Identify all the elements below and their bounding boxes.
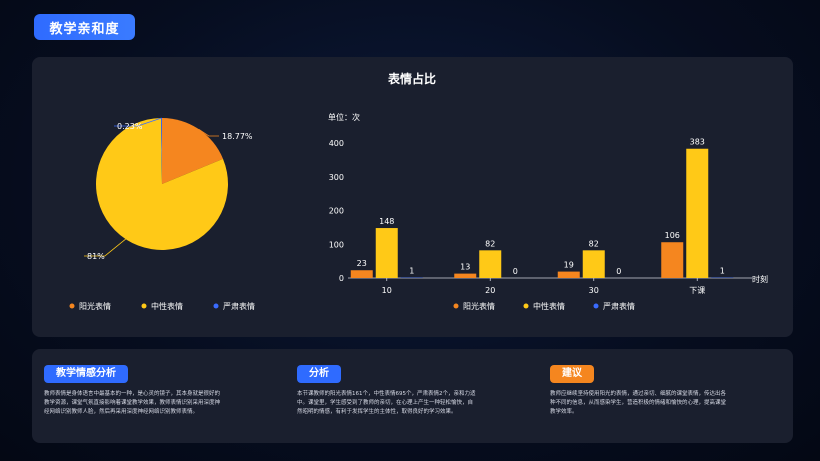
legend-marker xyxy=(453,303,459,309)
y-tick-label: 200 xyxy=(329,207,344,216)
bar xyxy=(582,250,605,278)
bar-value-label: 0 xyxy=(616,267,621,276)
legend-label: 阳光表情 xyxy=(463,301,495,311)
bar-value-label: 19 xyxy=(564,261,574,270)
analysis-panel: 分析 本节课教师的阳光表情161个，中性表情695个，严肃表情2个，亲和力适 中… xyxy=(297,361,529,417)
panel-text-line: 然昭明的情感，有利于发挥学生的主体性，取得良好的学习效果。 xyxy=(297,409,457,415)
y-unit-label: 单位：次 xyxy=(328,112,360,122)
panel-text-line: 种不同的信息，从而感染学生，营造积极的情绪和愉快的心理，提高课堂 xyxy=(550,400,727,406)
pie-label-line xyxy=(84,238,126,257)
page-title-tab: 教学亲和度 xyxy=(34,14,135,40)
panel-text-line: 教师应继续坚持使用阳光的表情，通过亲切、细腻的课堂表情，传达出各 xyxy=(550,391,727,397)
x-axis-label: 时刻 xyxy=(752,274,768,284)
bar xyxy=(557,271,580,278)
legend-label: 阳光表情 xyxy=(79,301,111,311)
bar-value-label: 82 xyxy=(589,239,599,248)
panel-title-analysis: 分析 xyxy=(297,365,341,383)
y-tick-label: 0 xyxy=(339,274,344,283)
bar xyxy=(350,270,373,278)
panel-text-line: 本节课教师的阳光表情161个，中性表情695个，严肃表情2个，亲和力适 xyxy=(297,391,476,397)
panel-text: 本节课教师的阳光表情161个，中性表情695个，严肃表情2个，亲和力适 中。课堂… xyxy=(297,390,529,417)
bar-value-label: 148 xyxy=(379,217,394,226)
legend-label: 严肃表情 xyxy=(223,301,255,311)
legend-marker xyxy=(69,303,75,309)
legend-label: 严肃表情 xyxy=(603,301,635,311)
bar xyxy=(661,242,684,278)
bar-value-label: 82 xyxy=(485,239,495,248)
pie-slice xyxy=(96,118,228,250)
legend-marker xyxy=(141,303,147,309)
panel-title-emotion-analysis: 教学情感分析 xyxy=(44,365,128,383)
legend-label: 中性表情 xyxy=(533,301,565,311)
legend-marker xyxy=(213,303,219,309)
bar xyxy=(686,148,709,278)
bar-value-label: 1 xyxy=(720,267,725,276)
pie-label-line xyxy=(198,128,219,137)
panel-text-line: 中。课堂里，学生感受到了教师的亲切，在心理上产生一种轻松愉快，自 xyxy=(297,400,474,406)
bar-value-label: 0 xyxy=(513,267,518,276)
pie-slice xyxy=(161,118,162,184)
bar-value-label: 23 xyxy=(357,259,367,268)
chart-card: 表情占比 18.77% 81% 0.23% 阳光表情 中性表情 严肃表情 单位：次 0 100 20… xyxy=(32,57,793,337)
x-tick-label: 10 xyxy=(382,286,392,295)
bar-value-label: 1 xyxy=(409,267,414,276)
x-tick-label: 20 xyxy=(485,286,495,295)
pie-slice-label: 81% xyxy=(87,252,105,261)
chart-title: 表情占比 xyxy=(387,71,436,86)
analysis-section: 教学情感分析 教师表情是身体语言中最基本的一种，是心灵的镜子，其本身就是很好的 … xyxy=(32,349,793,443)
legend-marker xyxy=(593,303,599,309)
panel-text-line: 教师表情是身体语言中最基本的一种，是心灵的镜子，其本身就是很好的 xyxy=(44,391,221,397)
y-tick-label: 300 xyxy=(329,173,344,182)
legend-label: 中性表情 xyxy=(151,301,183,311)
bar xyxy=(375,228,398,278)
pie-slice xyxy=(162,118,224,184)
x-tick-label: 30 xyxy=(589,286,599,295)
pie-slice-label: 18.77% xyxy=(222,132,253,141)
bar xyxy=(454,273,477,278)
panel-text-line: 教学效率。 xyxy=(550,409,578,415)
panel-text: 教师表情是身体语言中最基本的一种，是心灵的镜子，其本身就是很好的 教学资源，课堂… xyxy=(44,390,276,417)
pie-label-line xyxy=(114,117,162,127)
bar-value-label: 13 xyxy=(460,263,470,272)
emotion-analysis-panel: 教学情感分析 教师表情是身体语言中最基本的一种，是心灵的镜子，其本身就是很好的 … xyxy=(44,361,276,417)
bar-value-label: 106 xyxy=(665,231,680,240)
suggestion-panel: 建议 教师应继续坚持使用阳光的表情，通过亲切、细腻的课堂表情，传达出各 种不同的… xyxy=(550,361,782,417)
panel-text-line: 教学资源，课堂气氛直接影响着课堂教学效果，教师表情识别采用深度神 xyxy=(44,400,221,406)
x-tick-label: 下课 xyxy=(689,286,705,295)
bar-value-label: 383 xyxy=(690,138,705,147)
legend-marker xyxy=(523,303,529,309)
panel-text-line: 经网络识别教师人脸，然后再采用深度神经网络识别教师表情。 xyxy=(44,409,199,415)
pie-slice-label: 0.23% xyxy=(117,122,143,131)
y-tick-label: 100 xyxy=(329,240,344,249)
panel-text: 教师应继续坚持使用阳光的表情，通过亲切、细腻的课堂表情，传达出各 种不同的信息，… xyxy=(550,390,782,417)
y-tick-label: 400 xyxy=(329,139,344,148)
bar xyxy=(479,250,502,278)
panel-title-suggestion: 建议 xyxy=(550,365,594,383)
